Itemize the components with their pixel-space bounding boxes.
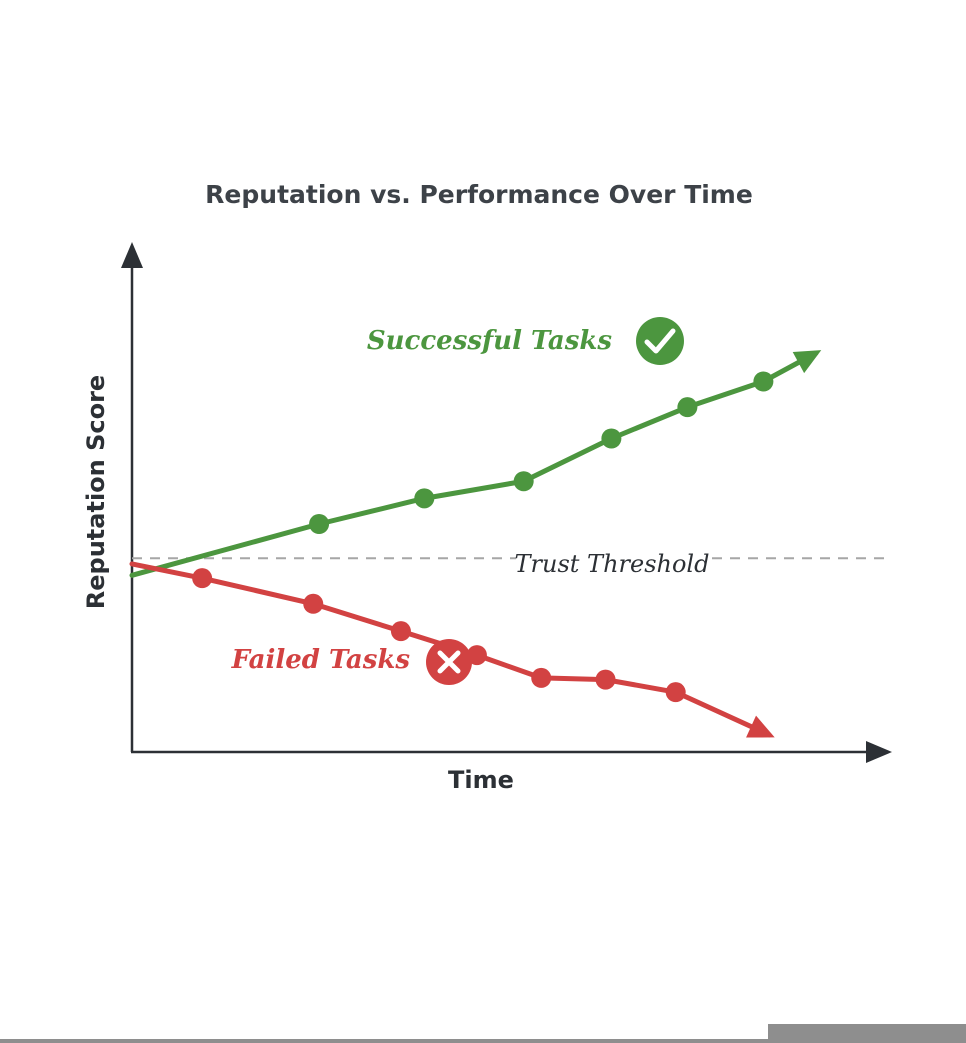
x-axis-arrow-icon [866, 741, 892, 763]
series-successful-tasks [129, 350, 822, 578]
series-label-successful: Successful Tasks [367, 326, 613, 356]
data-point-successful-tasks-5 [753, 371, 774, 392]
data-point-successful-tasks-1 [414, 488, 435, 509]
legend-failed: Failed Tasks [231, 639, 472, 685]
data-point-failed-tasks-6 [665, 682, 686, 703]
legend-successful: Successful Tasks [367, 317, 684, 365]
y-axis-arrow-icon [121, 242, 143, 268]
series-arrow-successful-tasks-icon [792, 350, 822, 374]
check-circle-icon [636, 317, 684, 365]
series-arrow-failed-tasks-icon [746, 715, 775, 738]
data-point-successful-tasks-4 [677, 397, 698, 418]
chart-title: Reputation vs. Performance Over Time [205, 180, 753, 209]
trust-threshold: Trust Threshold [132, 550, 892, 578]
series-line-successful-tasks [129, 350, 819, 578]
data-point-successful-tasks-0 [309, 514, 330, 534]
data-point-failed-tasks-2 [390, 621, 411, 642]
data-point-successful-tasks-3 [601, 428, 622, 449]
data-point-failed-tasks-4 [531, 667, 552, 688]
x-circle-icon [426, 639, 472, 685]
bottom-bar [0, 1039, 966, 1043]
data-point-failed-tasks-0 [192, 568, 213, 589]
x-axis [131, 741, 892, 763]
x-axis-label: Time [448, 766, 514, 794]
data-point-failed-tasks-5 [595, 669, 616, 690]
trust-threshold-label: Trust Threshold [515, 550, 710, 578]
data-point-successful-tasks-2 [513, 471, 534, 492]
data-point-failed-tasks-3 [466, 645, 487, 666]
y-axis [121, 242, 143, 752]
series-failed-tasks [129, 561, 775, 738]
y-axis-label: Reputation Score [82, 375, 110, 609]
data-point-failed-tasks-1 [303, 593, 324, 614]
bottom-block [768, 1024, 966, 1043]
series-label-failed: Failed Tasks [231, 645, 411, 675]
